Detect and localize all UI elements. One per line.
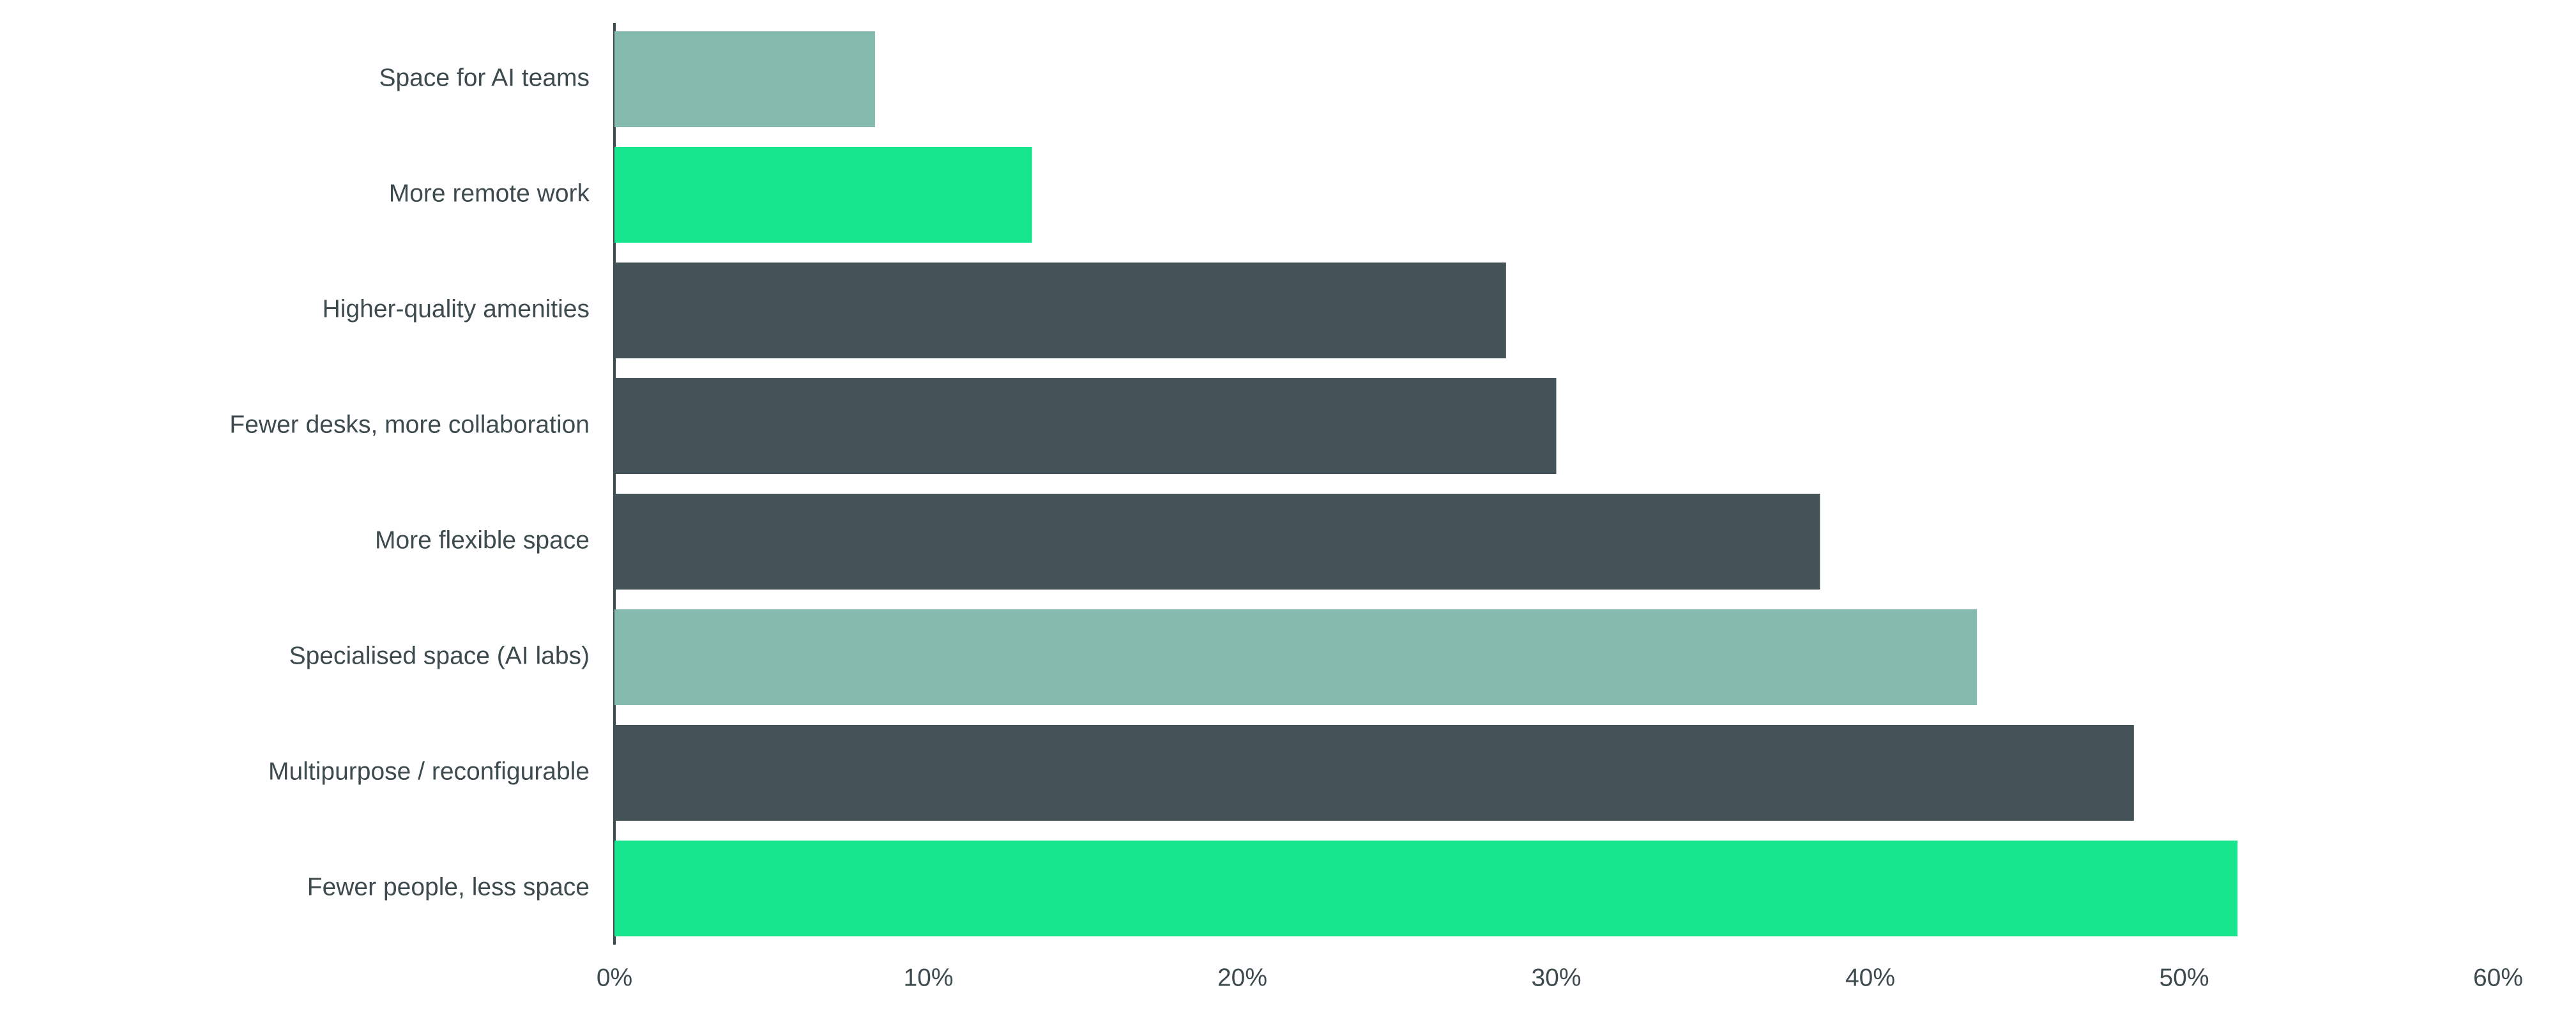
x-tick-label: 20% (1217, 964, 1267, 991)
y-tick-label: More flexible space (375, 526, 590, 554)
x-tick-label: 40% (1845, 964, 1895, 991)
bar (614, 147, 1032, 243)
bar (614, 609, 1978, 705)
y-tick-label: Higher-quality amenities (323, 295, 590, 323)
bar (614, 725, 2134, 821)
y-tick-label: Multipurpose / reconfigurable (268, 758, 590, 785)
y-tick-label: Space for AI teams (379, 64, 590, 91)
bar (614, 263, 1506, 358)
y-tick-label: Fewer desks, more collaboration (229, 411, 590, 438)
bar (614, 841, 2238, 936)
x-tick-label: 10% (903, 964, 953, 991)
y-tick-label: Specialised space (AI labs) (289, 642, 590, 669)
x-tick-label: 50% (2159, 964, 2209, 991)
x-tick-label: 60% (2473, 964, 2523, 991)
x-tick-label: 30% (1531, 964, 1581, 991)
x-tick-label: 0% (597, 964, 632, 991)
y-tick-label: More remote work (389, 179, 590, 207)
y-tick-label: Fewer people, less space (307, 873, 590, 901)
bar (614, 494, 1820, 590)
bar (614, 31, 875, 127)
bar (614, 378, 1557, 474)
